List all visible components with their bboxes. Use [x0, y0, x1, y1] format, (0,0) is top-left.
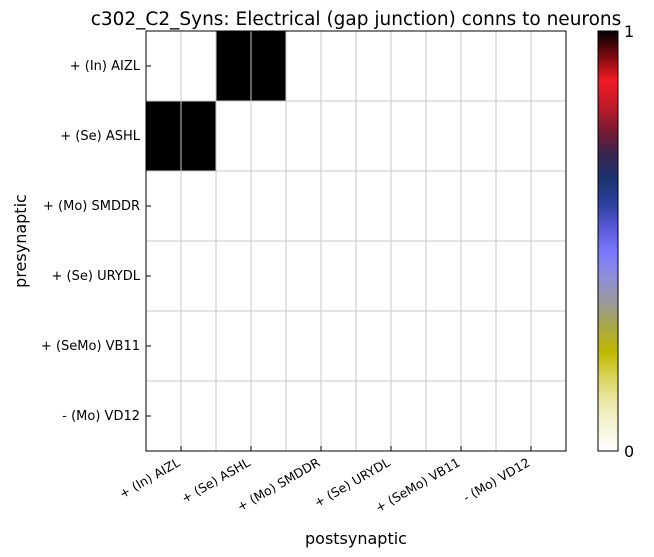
- y-tick-label: + (Mo) SMDDR: [43, 199, 140, 214]
- chart-title: c302_C2_Syns: Electrical (gap junction) …: [91, 9, 622, 30]
- colorbar: [597, 30, 619, 452]
- x-tick-label: - (Mo) VD12: [460, 455, 532, 505]
- x-tick-label: + (In) AIZL: [116, 455, 182, 502]
- y-tick-labels: + (In) AIZL + (Se) ASHL + (Mo) SMDDR + (Se)…: [41, 59, 151, 424]
- y-axis-label: presynaptic: [11, 194, 30, 288]
- grid-lines: [146, 31, 566, 451]
- x-tick-labels: + (In) AIZL+ (Se) ASHL+ (Mo) SMDDR+ (Se)…: [116, 446, 533, 515]
- colorbar-tick-label: 1: [624, 22, 634, 41]
- plot-frame: [145, 30, 567, 452]
- x-axis-label: postsynaptic: [305, 529, 407, 548]
- y-tick-label: + (Se) URYDL: [52, 269, 141, 284]
- y-tick-label: + (In) AIZL: [70, 59, 141, 74]
- y-tick-label: - (Mo) VD12: [62, 409, 140, 424]
- y-tick-label: + (Se) ASHL: [60, 129, 140, 144]
- y-tick-label: + (SeMo) VB11: [41, 339, 140, 354]
- colorbar-ticks: 01: [624, 22, 634, 461]
- colorbar-tick-label: 0: [624, 442, 634, 461]
